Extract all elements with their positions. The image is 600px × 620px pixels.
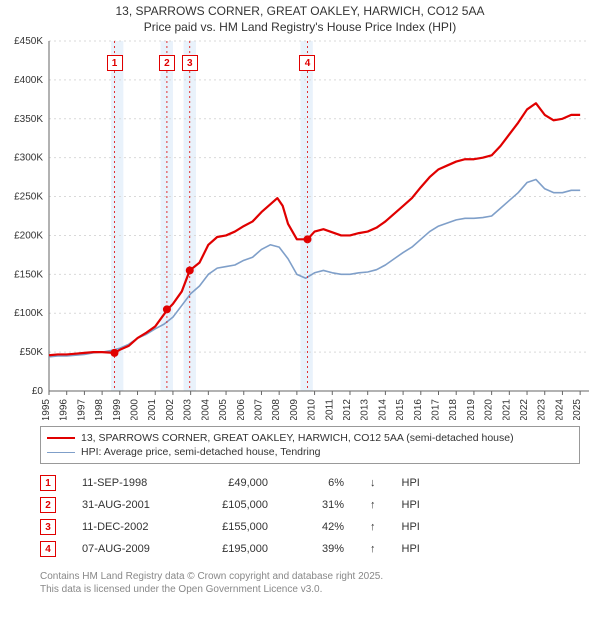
svg-text:2019: 2019	[466, 399, 477, 420]
svg-text:2004: 2004	[200, 399, 211, 420]
svg-text:£300K: £300K	[14, 153, 43, 164]
svg-text:2007: 2007	[253, 399, 264, 420]
svg-text:2009: 2009	[289, 399, 300, 420]
transaction-date: 11-DEC-2002	[82, 521, 172, 533]
legend-item: 13, SPARROWS CORNER, GREAT OAKLEY, HARWI…	[47, 431, 573, 445]
chart-area: £0 £50K £100K £150K £200K £250K £300K £350K £400…	[5, 35, 595, 420]
chart-marker-label: 3	[182, 55, 198, 71]
svg-text:£150K: £150K	[14, 270, 43, 281]
chart-title: 13, SPARROWS CORNER, GREAT OAKLEY, HARWI…	[0, 0, 600, 35]
svg-text:£250K: £250K	[14, 192, 43, 203]
transaction-pct: 31%	[294, 499, 344, 511]
svg-text:£100K: £100K	[14, 308, 43, 319]
svg-text:2021: 2021	[501, 399, 512, 420]
transaction-marker: 4	[40, 541, 56, 557]
chart-marker-label: 2	[159, 55, 175, 71]
transaction-hpi-label: HPI	[402, 521, 442, 533]
transaction-hpi-label: HPI	[402, 543, 442, 555]
svg-text:2022: 2022	[519, 399, 530, 420]
chart-marker-label: 4	[299, 55, 315, 71]
transaction-marker: 2	[40, 497, 56, 513]
transaction-date: 31-AUG-2001	[82, 499, 172, 511]
svg-text:2023: 2023	[537, 399, 548, 420]
transaction-arrow-icon: ↑	[370, 499, 376, 511]
svg-text:2016: 2016	[413, 399, 424, 420]
footer: Contains HM Land Registry data © Crown c…	[40, 570, 600, 596]
legend-swatch	[47, 452, 75, 453]
transaction-arrow-icon: ↓	[370, 477, 376, 489]
title-line-2: Price paid vs. HM Land Registry's House …	[0, 20, 600, 36]
svg-text:2001: 2001	[147, 399, 158, 420]
svg-text:2011: 2011	[324, 399, 335, 420]
transaction-row: 2 31-AUG-2001 £105,000 31% ↑ HPI	[40, 494, 600, 516]
svg-text:2008: 2008	[271, 399, 282, 420]
transaction-date: 11-SEP-1998	[82, 477, 172, 489]
footer-line-2: This data is licensed under the Open Gov…	[40, 583, 600, 596]
transaction-row: 1 11-SEP-1998 £49,000 6% ↓ HPI	[40, 472, 600, 494]
transaction-price: £195,000	[198, 543, 268, 555]
svg-text:1997: 1997	[76, 399, 87, 420]
transaction-arrow-icon: ↑	[370, 543, 376, 555]
transaction-arrow-icon: ↑	[370, 521, 376, 533]
chart-marker-label: 1	[107, 55, 123, 71]
svg-text:2012: 2012	[342, 399, 353, 420]
transaction-date: 07-AUG-2009	[82, 543, 172, 555]
transaction-row: 4 07-AUG-2009 £195,000 39% ↑ HPI	[40, 538, 600, 560]
transaction-pct: 42%	[294, 521, 344, 533]
transaction-hpi-label: HPI	[402, 477, 442, 489]
transaction-pct: 39%	[294, 543, 344, 555]
svg-text:1998: 1998	[94, 399, 105, 420]
legend-item: HPI: Average price, semi-detached house,…	[47, 445, 573, 459]
svg-text:2013: 2013	[360, 399, 371, 420]
transaction-marker: 1	[40, 475, 56, 491]
svg-text:1995: 1995	[41, 399, 52, 420]
legend-swatch	[47, 437, 75, 439]
svg-text:£50K: £50K	[20, 347, 44, 358]
svg-text:2014: 2014	[377, 399, 388, 420]
svg-text:2003: 2003	[183, 399, 194, 420]
transaction-row: 3 11-DEC-2002 £155,000 42% ↑ HPI	[40, 516, 600, 538]
transaction-price: £155,000	[198, 521, 268, 533]
transaction-price: £49,000	[198, 477, 268, 489]
svg-text:£350K: £350K	[14, 114, 43, 125]
legend-label: HPI: Average price, semi-detached house,…	[81, 446, 321, 458]
svg-text:2025: 2025	[572, 399, 583, 420]
title-line-1: 13, SPARROWS CORNER, GREAT OAKLEY, HARWI…	[0, 4, 600, 20]
svg-text:2010: 2010	[307, 399, 318, 420]
svg-text:£400K: £400K	[14, 75, 43, 86]
transaction-marker: 3	[40, 519, 56, 535]
transaction-pct: 6%	[294, 477, 344, 489]
svg-text:2005: 2005	[218, 399, 229, 420]
svg-text:2024: 2024	[554, 399, 565, 420]
svg-text:1999: 1999	[112, 399, 123, 420]
footer-line-1: Contains HM Land Registry data © Crown c…	[40, 570, 600, 583]
svg-text:£200K: £200K	[14, 231, 43, 242]
transaction-hpi-label: HPI	[402, 499, 442, 511]
legend-label: 13, SPARROWS CORNER, GREAT OAKLEY, HARWI…	[81, 432, 514, 444]
chart-svg: £0 £50K £100K £150K £200K £250K £300K £350K £400…	[5, 35, 595, 420]
svg-text:2020: 2020	[484, 399, 495, 420]
svg-text:£450K: £450K	[14, 36, 43, 47]
svg-text:2000: 2000	[130, 399, 141, 420]
svg-text:1996: 1996	[59, 399, 70, 420]
svg-text:2018: 2018	[448, 399, 459, 420]
svg-text:2006: 2006	[236, 399, 247, 420]
svg-text:2002: 2002	[165, 399, 176, 420]
legend: 13, SPARROWS CORNER, GREAT OAKLEY, HARWI…	[40, 426, 580, 464]
svg-text:2017: 2017	[431, 399, 442, 420]
transactions-table: 1 11-SEP-1998 £49,000 6% ↓ HPI 2 31-AUG-2001 £10…	[40, 472, 600, 560]
transaction-price: £105,000	[198, 499, 268, 511]
svg-text:£0: £0	[32, 386, 44, 397]
svg-text:2015: 2015	[395, 399, 406, 420]
